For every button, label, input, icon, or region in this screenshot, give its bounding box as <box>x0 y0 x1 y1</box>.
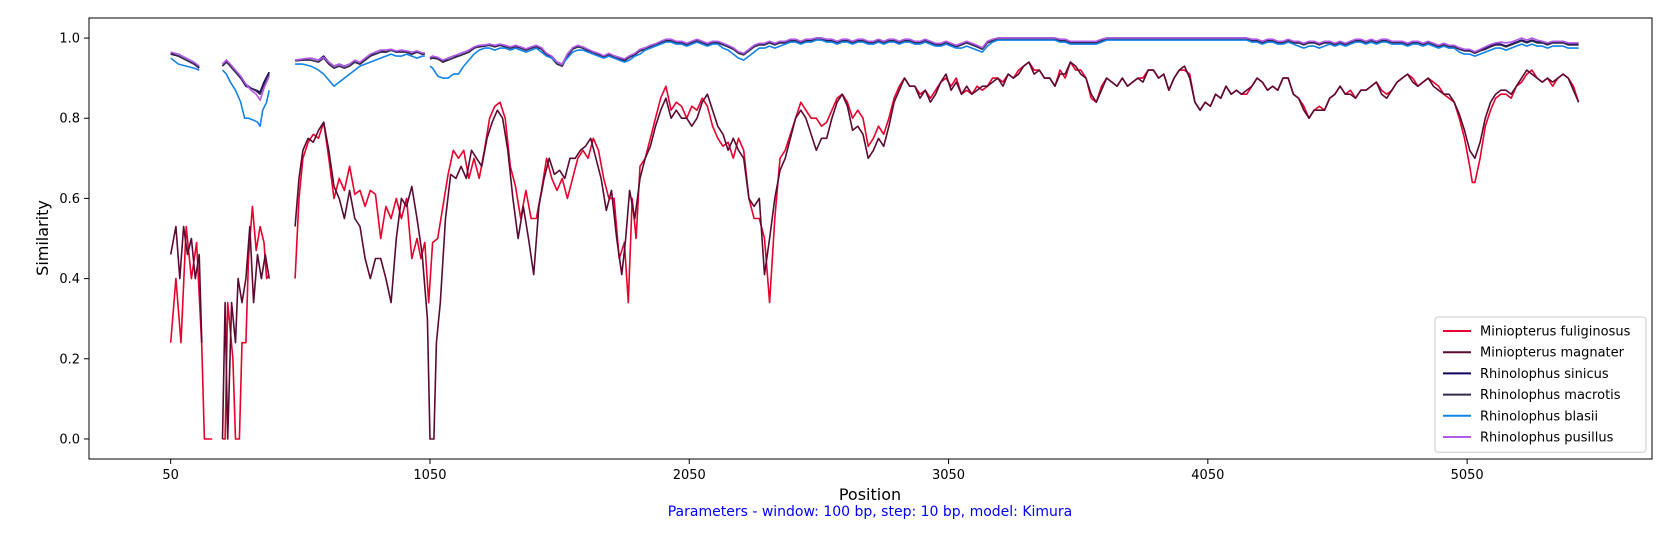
y-tick-label: 0.2 <box>59 352 80 367</box>
series-line-segment <box>170 52 200 68</box>
x-axis-title: Position <box>839 485 901 504</box>
plot-area-frame <box>88 17 1653 460</box>
series-5 <box>170 37 1579 101</box>
y-tick-label: 0.8 <box>59 112 80 127</box>
series-line-segment <box>221 69 270 127</box>
series-line-segment <box>295 53 425 87</box>
series-1 <box>169 61 1580 440</box>
x-tick-label: 3050 <box>932 468 965 483</box>
x-tick-label: 5050 <box>1451 468 1484 483</box>
series-line-segment <box>222 205 270 440</box>
y-axis-title: Similarity <box>33 200 52 276</box>
series-line-segment <box>170 51 200 67</box>
series-line-segment <box>221 225 270 440</box>
legend-label: Miniopterus fuliginosus <box>1480 325 1631 340</box>
series-line-segment <box>294 61 1580 440</box>
y-axis-ticks: 0.0 0.2 0.4 0.6 0.8 1.0 <box>59 32 89 447</box>
legend-label: Rhinolophus blasii <box>1480 409 1598 424</box>
series-layer <box>169 37 1580 440</box>
series-4 <box>170 39 1579 127</box>
series-line-segment <box>221 59 270 101</box>
series-line-segment <box>169 225 213 440</box>
series-line-segment <box>429 37 1579 65</box>
legend-label: Rhinolophus sinicus <box>1480 367 1609 382</box>
series-line-segment <box>169 225 203 343</box>
x-tick-label: 50 <box>162 468 179 483</box>
x-tick-label: 4050 <box>1191 468 1224 483</box>
legend-label: Rhinolophus macrotis <box>1480 388 1621 403</box>
parameters-footnote: Parameters - window: 100 bp, step: 10 bp… <box>668 504 1073 520</box>
legend-label: Rhinolophus pusillus <box>1480 431 1614 446</box>
legend: Miniopterus fuliginosus Miniopterus magna… <box>1434 316 1647 453</box>
x-tick-label: 2050 <box>673 468 706 483</box>
x-tick-label: 1050 <box>413 468 446 483</box>
series-line-segment <box>294 48 425 67</box>
series-line-segment <box>170 57 200 71</box>
x-axis-ticks: 50 1050 2050 3050 4050 5050 <box>162 459 1484 483</box>
y-tick-label: 0.6 <box>59 192 80 207</box>
y-tick-label: 1.0 <box>59 32 80 47</box>
series-line-segment <box>429 39 1579 79</box>
y-tick-label: 0.0 <box>59 432 80 447</box>
legend-label: Miniopterus magnater <box>1480 346 1625 361</box>
legend-box <box>1434 316 1647 453</box>
y-tick-label: 0.4 <box>59 272 80 287</box>
